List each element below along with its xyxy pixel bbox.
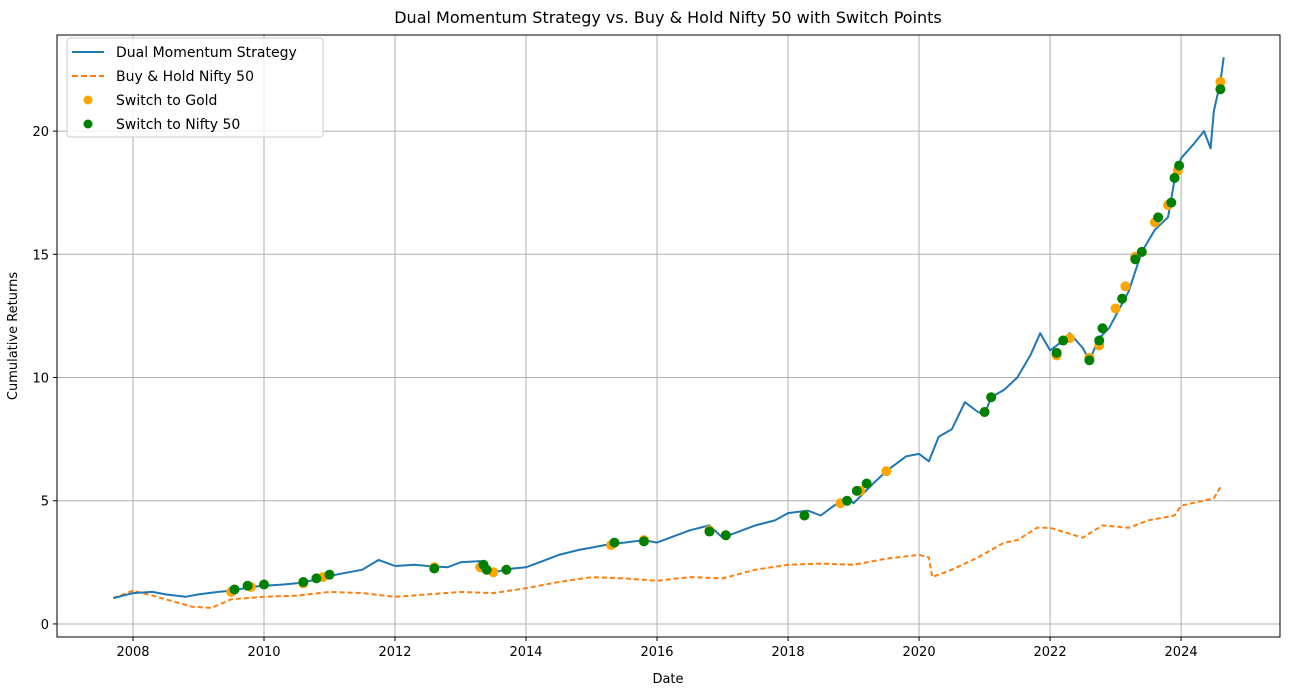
switch-to-nifty-point xyxy=(1136,246,1147,257)
series-lines xyxy=(112,57,1225,609)
switch-to-gold-point xyxy=(1110,303,1121,314)
x-tick-label: 2008 xyxy=(116,645,149,660)
x-tick-label: 2024 xyxy=(1165,645,1198,660)
chart-title: Dual Momentum Strategy vs. Buy & Hold Ni… xyxy=(394,8,942,27)
legend-label-buyhold: Buy & Hold Nifty 50 xyxy=(116,69,254,85)
switch-to-nifty-point xyxy=(638,536,649,547)
switch-to-nifty-point xyxy=(609,537,620,548)
y-tick-label: 15 xyxy=(32,248,49,263)
plot-frame xyxy=(56,34,1281,638)
y-tick-label: 5 xyxy=(41,495,49,510)
grid xyxy=(57,35,1280,637)
switch-to-nifty-point xyxy=(242,580,253,591)
x-tick-label: 2020 xyxy=(903,645,936,660)
switch-to-nifty-point xyxy=(1174,160,1185,171)
y-tick-label: 20 xyxy=(32,125,49,140)
switch-to-nifty-point xyxy=(481,564,492,575)
switch-to-nifty-point xyxy=(1084,355,1095,366)
switch-to-nifty-point xyxy=(1094,335,1105,346)
switch-to-nifty-point xyxy=(298,577,309,588)
switch-to-nifty-point xyxy=(1130,254,1141,265)
switch-points xyxy=(226,76,1226,597)
switch-to-nifty-point xyxy=(1051,347,1062,358)
legend-label-nifty: Switch to Nifty 50 xyxy=(116,117,240,133)
legend-box xyxy=(66,37,324,138)
legend: Dual Momentum Strategy Buy & Hold Nifty … xyxy=(66,37,324,138)
switch-to-nifty-point xyxy=(704,526,715,537)
switch-to-nifty-point xyxy=(324,569,335,580)
buy-hold-line xyxy=(112,486,1222,609)
switch-to-nifty-point xyxy=(1166,197,1177,208)
switch-to-nifty-point xyxy=(429,563,440,574)
switch-to-nifty-point xyxy=(1097,323,1108,334)
switch-to-nifty-point xyxy=(1117,293,1128,304)
x-tick-label: 2010 xyxy=(247,645,280,660)
switch-to-nifty-point xyxy=(799,510,810,521)
switch-to-nifty-point xyxy=(501,564,512,575)
switch-to-nifty-point xyxy=(1169,172,1180,183)
switch-to-nifty-point xyxy=(1215,84,1226,95)
y-tick-label: 0 xyxy=(41,618,49,633)
y-tick-label: 10 xyxy=(32,372,49,387)
axis-ticks: 2008 2010 2012 2014 2016 2018 2020 2022 2024 0 5 10… xyxy=(32,125,1197,660)
switch-to-nifty-point xyxy=(720,530,731,541)
legend-label-strategy: Dual Momentum Strategy xyxy=(116,45,297,61)
switch-to-gold-point xyxy=(1215,76,1226,87)
switch-to-gold-point xyxy=(881,466,892,477)
switch-to-nifty-point xyxy=(986,392,997,403)
x-tick-label: 2014 xyxy=(509,645,542,660)
x-tick-label: 2012 xyxy=(378,645,411,660)
legend-marker-gold xyxy=(83,95,93,105)
strategy-line xyxy=(113,57,1225,600)
legend-label-gold: Switch to Gold xyxy=(116,93,217,109)
switch-to-nifty-point xyxy=(842,495,853,506)
y-axis-label: Cumulative Returns xyxy=(6,272,21,400)
x-tick-label: 2016 xyxy=(640,645,673,660)
legend-marker-nifty xyxy=(83,119,93,129)
switch-to-nifty-point xyxy=(1153,212,1164,223)
x-tick-label: 2018 xyxy=(772,645,805,660)
switch-to-nifty-point xyxy=(258,579,269,590)
switch-to-nifty-point xyxy=(311,573,322,584)
switch-to-nifty-point xyxy=(1058,335,1069,346)
switch-to-nifty-point xyxy=(861,478,872,489)
switch-to-nifty-point xyxy=(979,407,990,418)
x-axis-label: Date xyxy=(652,672,683,687)
switch-to-nifty-point xyxy=(229,584,240,595)
x-tick-label: 2022 xyxy=(1034,645,1067,660)
switch-to-gold-point xyxy=(1120,281,1131,292)
switch-to-nifty-point xyxy=(851,485,862,496)
